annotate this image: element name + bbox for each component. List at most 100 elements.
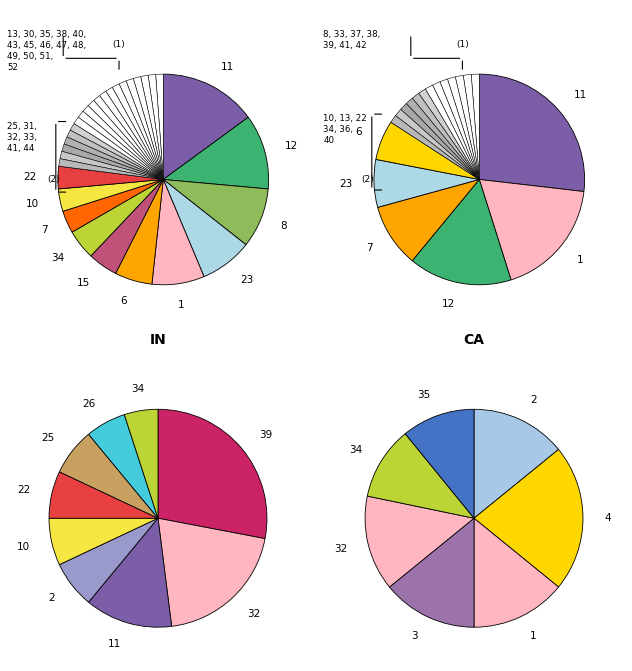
- Polygon shape: [455, 75, 479, 179]
- Polygon shape: [391, 115, 479, 179]
- Polygon shape: [148, 74, 163, 179]
- Text: (1): (1): [112, 40, 126, 49]
- Text: 3: 3: [411, 631, 418, 641]
- Wedge shape: [88, 415, 158, 518]
- Polygon shape: [70, 123, 163, 179]
- Text: 11: 11: [108, 639, 121, 649]
- Text: 11: 11: [221, 62, 234, 72]
- Wedge shape: [479, 74, 585, 191]
- Text: 23: 23: [340, 179, 353, 189]
- Wedge shape: [405, 409, 474, 518]
- Text: 2: 2: [530, 395, 537, 405]
- Polygon shape: [112, 84, 163, 179]
- Wedge shape: [72, 179, 163, 256]
- Text: 15: 15: [77, 278, 90, 288]
- Title: NY: NY: [147, 0, 169, 3]
- Wedge shape: [389, 518, 474, 627]
- Wedge shape: [374, 160, 479, 207]
- Text: 8, 33, 37, 38,
39, 41, 42: 8, 33, 37, 38, 39, 41, 42: [324, 30, 380, 50]
- Text: 7: 7: [367, 243, 373, 253]
- Wedge shape: [163, 74, 248, 179]
- Text: 35: 35: [417, 390, 430, 400]
- Text: 26: 26: [82, 399, 95, 409]
- Wedge shape: [116, 179, 163, 285]
- Polygon shape: [440, 79, 479, 179]
- Polygon shape: [88, 101, 163, 179]
- Text: 39: 39: [258, 430, 272, 440]
- Text: 22: 22: [23, 172, 37, 183]
- Text: 10, 13, 22
34, 36,
40: 10, 13, 22 34, 36, 40: [324, 114, 367, 146]
- Wedge shape: [474, 409, 559, 518]
- Wedge shape: [378, 179, 479, 261]
- Text: 6: 6: [355, 127, 362, 137]
- Text: 2: 2: [48, 593, 55, 603]
- Polygon shape: [133, 76, 163, 179]
- Text: 34: 34: [131, 384, 144, 394]
- Wedge shape: [474, 450, 583, 587]
- Polygon shape: [418, 89, 479, 179]
- Text: 32: 32: [248, 609, 261, 619]
- Wedge shape: [58, 166, 163, 189]
- Text: 1: 1: [530, 631, 537, 641]
- Polygon shape: [119, 81, 163, 179]
- Polygon shape: [463, 74, 479, 179]
- Wedge shape: [59, 518, 158, 602]
- Wedge shape: [376, 122, 479, 179]
- Wedge shape: [367, 433, 474, 518]
- Wedge shape: [59, 434, 158, 518]
- Wedge shape: [479, 179, 584, 280]
- Wedge shape: [88, 518, 172, 627]
- Polygon shape: [74, 117, 163, 179]
- Wedge shape: [59, 123, 163, 179]
- Wedge shape: [152, 179, 204, 285]
- Text: 7: 7: [41, 225, 47, 236]
- Wedge shape: [163, 179, 268, 245]
- Wedge shape: [365, 496, 474, 587]
- Polygon shape: [106, 87, 163, 179]
- Title: CA: CA: [463, 333, 485, 347]
- Text: 12: 12: [285, 141, 298, 151]
- Polygon shape: [412, 93, 479, 179]
- Text: 10: 10: [26, 199, 39, 209]
- Polygon shape: [59, 158, 163, 179]
- Wedge shape: [91, 179, 163, 273]
- Wedge shape: [49, 518, 158, 564]
- Text: 22: 22: [17, 484, 30, 495]
- Text: 12: 12: [442, 299, 455, 309]
- Text: 13, 30, 35, 38, 40,
43, 45, 46, 47, 48,
49, 50, 51,
52: 13, 30, 35, 38, 40, 43, 45, 46, 47, 48, …: [8, 30, 87, 72]
- Wedge shape: [58, 179, 163, 211]
- Text: 25: 25: [42, 433, 55, 443]
- Polygon shape: [94, 95, 163, 179]
- Polygon shape: [406, 98, 479, 179]
- Text: (2): (2): [47, 175, 60, 184]
- Text: 34: 34: [349, 446, 362, 456]
- Polygon shape: [60, 151, 163, 179]
- Wedge shape: [63, 179, 163, 232]
- Polygon shape: [64, 137, 163, 179]
- Wedge shape: [158, 409, 267, 539]
- Polygon shape: [67, 130, 163, 179]
- Wedge shape: [125, 409, 158, 518]
- Polygon shape: [126, 79, 163, 179]
- Polygon shape: [396, 109, 479, 179]
- Text: 34: 34: [51, 253, 64, 263]
- Text: 6: 6: [121, 296, 127, 305]
- Wedge shape: [158, 518, 265, 626]
- Polygon shape: [401, 103, 479, 179]
- Text: 1: 1: [577, 255, 583, 265]
- Text: 10: 10: [17, 541, 30, 552]
- Text: (2): (2): [362, 175, 374, 184]
- Wedge shape: [163, 117, 269, 189]
- Wedge shape: [74, 74, 163, 179]
- Wedge shape: [412, 179, 511, 285]
- Wedge shape: [425, 74, 479, 179]
- Polygon shape: [471, 74, 479, 179]
- Wedge shape: [163, 179, 246, 276]
- Wedge shape: [474, 518, 559, 627]
- Text: 1: 1: [178, 299, 185, 309]
- Polygon shape: [62, 144, 163, 179]
- Title: IN: IN: [150, 333, 166, 347]
- Text: 25, 31,
32, 33,
41, 44: 25, 31, 32, 33, 41, 44: [8, 121, 37, 153]
- Text: 32: 32: [334, 544, 347, 554]
- Wedge shape: [391, 89, 479, 179]
